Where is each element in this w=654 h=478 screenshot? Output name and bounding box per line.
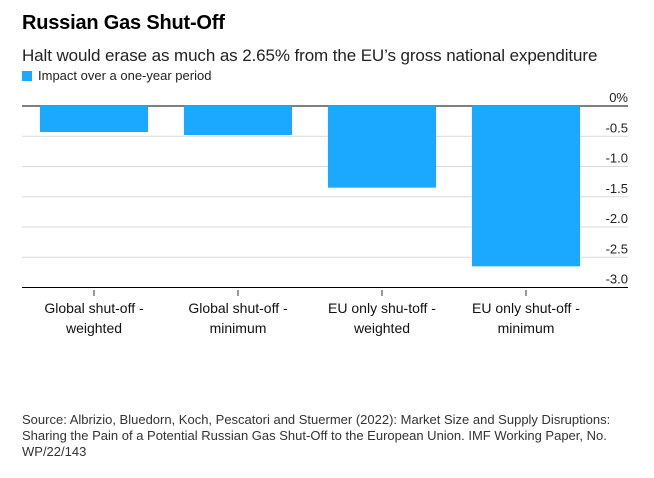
chart-subtitle: Halt would erase as much as 2.65% from t… [22, 46, 598, 65]
bar [40, 106, 148, 133]
bars [40, 106, 580, 267]
bar [184, 106, 292, 136]
y-tick-label: -1.5 [606, 181, 628, 196]
y-tick-label: -2.0 [606, 211, 628, 226]
y-tick-label: -1.0 [606, 151, 628, 166]
x-tick-label: EU only shu-toff - [328, 300, 436, 316]
y-tick-label: -2.5 [606, 241, 628, 256]
y-tick-label: 0% [609, 90, 628, 105]
x-tick-label: EU only shut-off - [472, 300, 580, 316]
x-tick-label: minimum [498, 320, 555, 336]
chart-title: Russian Gas Shut-Off [22, 12, 225, 34]
legend: Impact over a one-year period [22, 68, 211, 83]
x-tick-label: Global shut-off - [188, 300, 288, 316]
bar [472, 106, 580, 267]
x-tick-label: weighted [65, 320, 122, 336]
source-note: Source: Albrizio, Bluedorn, Koch, Pescat… [22, 412, 611, 459]
x-axis-ticks: Global shut-off - weighted Global shut-off… [44, 290, 580, 336]
y-axis-ticks: 0% -0.5 -1.0 -1.5 -2.0 -2.5 -3.0 [606, 90, 629, 287]
x-tick-label: minimum [210, 320, 267, 336]
bar-chart: 0% -0.5 -1.0 -1.5 -2.0 -2.5 -3.0 Global shut-o… [22, 90, 629, 336]
legend-swatch [22, 70, 32, 81]
bar [328, 106, 436, 188]
y-tick-label: -0.5 [606, 120, 628, 135]
y-tick-label: -3.0 [606, 272, 628, 287]
legend-label: Impact over a one-year period [38, 68, 212, 83]
x-tick-label: weighted [353, 320, 410, 336]
x-tick-label: Global shut-off - [44, 300, 144, 316]
